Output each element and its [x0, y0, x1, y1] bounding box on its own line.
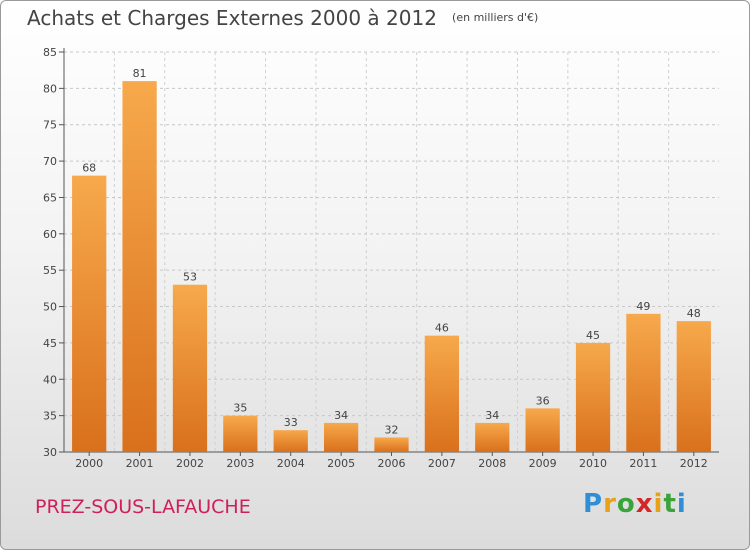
value-label: 68 — [82, 162, 96, 175]
unit-note: (en milliers d'€) — [452, 11, 539, 24]
x-tick-label: 2001 — [126, 457, 154, 470]
gridlines — [64, 51, 719, 452]
commune-name: PREZ-SOUS-LAFAUCHE — [35, 496, 251, 518]
value-label: 36 — [536, 394, 550, 407]
value-label: 49 — [636, 300, 650, 313]
y-tick-label: 75 — [43, 119, 57, 132]
value-label: 34 — [334, 409, 348, 422]
bar-2011 — [626, 313, 661, 452]
y-tick-label: 50 — [43, 301, 57, 314]
value-label: 34 — [485, 409, 499, 422]
bars — [72, 81, 711, 453]
value-label: 53 — [183, 271, 197, 284]
bar-2010 — [575, 342, 611, 452]
x-tick-label: 2002 — [176, 457, 204, 470]
bar-2007 — [424, 335, 460, 452]
bar-2003 — [223, 415, 258, 452]
y-tick-label: 80 — [43, 82, 57, 95]
chart-title: Achats et Charges Externes 2000 à 2012 (… — [27, 6, 538, 30]
bar-2002 — [172, 284, 208, 452]
y-tick-label: 60 — [43, 228, 57, 241]
logo-letter: o — [616, 489, 636, 519]
logo-letter: i — [653, 489, 664, 519]
value-label: 48 — [687, 307, 701, 320]
x-tick-label: 2000 — [75, 457, 103, 470]
bar-2005 — [323, 422, 359, 452]
y-tick-label: 55 — [43, 264, 57, 277]
logo-letter: t — [663, 489, 677, 519]
bar-2012 — [676, 321, 711, 452]
x-tick-label: 2009 — [529, 457, 557, 470]
x-tick-label: 2003 — [226, 457, 254, 470]
value-label: 45 — [586, 329, 600, 342]
value-label: 35 — [233, 402, 247, 415]
proxiti-logo[interactable]: Proxiti — [583, 489, 687, 519]
x-tick-label: 2012 — [680, 457, 708, 470]
value-label: 81 — [133, 67, 147, 80]
y-tick-label: 85 — [43, 46, 57, 59]
value-label: 33 — [284, 416, 298, 429]
x-tick-label: 2008 — [478, 457, 506, 470]
logo-letter: i — [676, 489, 687, 519]
logo-letter: x — [635, 489, 654, 519]
y-tick-label: 70 — [43, 155, 57, 168]
bar-2001 — [122, 81, 157, 452]
y-tick-label: 30 — [43, 446, 57, 459]
y-tick-label: 35 — [43, 410, 57, 423]
value-label: 46 — [435, 322, 449, 335]
logo-letter: P — [583, 489, 604, 519]
y-tick-label: 40 — [43, 373, 57, 386]
x-tick-label: 2007 — [428, 457, 456, 470]
bar-2008 — [475, 422, 510, 452]
bar-2000 — [72, 175, 107, 453]
x-tick-label: 2006 — [378, 457, 406, 470]
logo-letter: r — [603, 489, 617, 519]
x-tick-label: 2005 — [327, 457, 355, 470]
value-label: 32 — [385, 423, 399, 436]
bar-2006 — [374, 437, 409, 452]
x-tick-label: 2010 — [579, 457, 607, 470]
labels: 68 2000 81 2001 53 2002 35 2003 33 2004 34 2005 32 20… — [75, 67, 708, 470]
bar-2009 — [525, 408, 560, 452]
y-tick-label: 65 — [43, 191, 57, 204]
title-text: Achats et Charges Externes 2000 à 2012 — [27, 6, 437, 30]
x-tick-label: 2011 — [629, 457, 657, 470]
y-tick-label: 45 — [43, 337, 57, 350]
x-tick-label: 2004 — [277, 457, 305, 470]
bar-2004 — [273, 430, 308, 452]
